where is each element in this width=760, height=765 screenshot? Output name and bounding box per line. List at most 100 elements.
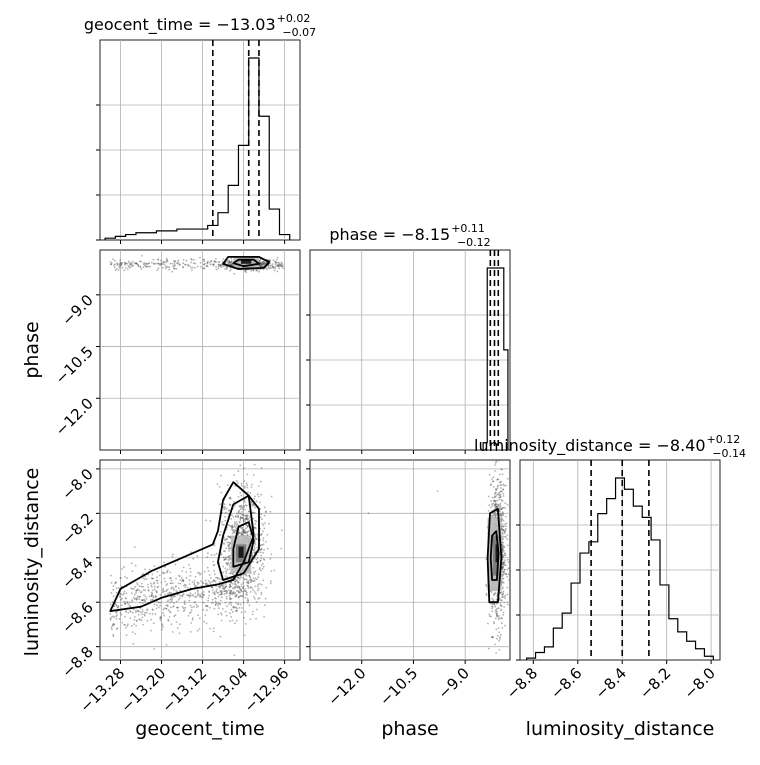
sample-point (135, 609, 137, 612)
sample-point (254, 570, 257, 573)
sample-point (239, 492, 242, 494)
sample-point (129, 617, 132, 619)
sample-point (112, 635, 115, 638)
contour-phase-vs-luminosity-distance-1 (489, 530, 500, 581)
sample-point (493, 513, 496, 516)
sample-point (237, 580, 239, 583)
sample-point (241, 511, 243, 513)
sample-point (118, 263, 121, 266)
sample-point (502, 577, 505, 580)
sample-point (112, 622, 115, 625)
sample-point (498, 510, 501, 512)
sample-point (143, 594, 146, 596)
sample-point (123, 590, 126, 593)
panel-luminosity-distance-hist (519, 459, 721, 661)
sample-point (242, 519, 245, 521)
sample-point (154, 262, 157, 265)
sample-point (262, 263, 265, 265)
sample-point (191, 269, 193, 272)
sample-point (493, 512, 496, 515)
sample-point (178, 263, 181, 266)
sample-point (269, 510, 272, 513)
sample-point (194, 592, 197, 595)
sample-point (169, 610, 171, 613)
sample-point (253, 596, 255, 598)
sample-point (225, 570, 227, 573)
sample-point (242, 531, 245, 533)
sample-point (493, 496, 496, 499)
sample-point (191, 617, 194, 619)
sample-point (208, 591, 211, 593)
sample-point (156, 600, 158, 603)
sample-point (228, 564, 231, 567)
sample-point (177, 598, 180, 601)
sample-point (228, 535, 231, 538)
sample-point (155, 591, 158, 593)
contour-geocent-time-vs-phase-0 (222, 255, 271, 270)
sample-point (191, 594, 194, 596)
sample-point (235, 585, 238, 588)
sample-point (257, 589, 259, 592)
sample-point (277, 261, 280, 264)
sample-point (489, 615, 491, 617)
sample-point (491, 478, 493, 480)
sample-point (501, 570, 504, 573)
sample-point (257, 587, 260, 590)
sample-point (139, 595, 141, 598)
sample-point (246, 597, 249, 600)
sample-point (173, 260, 175, 263)
sample-point (249, 492, 252, 494)
sample-point (269, 262, 271, 265)
sample-point (248, 575, 251, 578)
sample-point (181, 580, 183, 582)
sample-point (214, 593, 216, 596)
sample-point (234, 578, 237, 581)
sample-point (263, 549, 265, 551)
sample-point (262, 579, 265, 582)
sample-point (193, 582, 196, 584)
sample-point (501, 544, 504, 546)
sample-point (227, 559, 230, 561)
sample-point (228, 558, 231, 561)
sample-point (155, 591, 158, 594)
sample-point (174, 614, 177, 617)
sample-point (495, 489, 497, 492)
sample-point (497, 627, 500, 629)
sample-point (242, 534, 244, 536)
sample-point (258, 583, 261, 585)
sample-point (194, 595, 197, 598)
sample-point (223, 505, 226, 508)
sample-point (115, 627, 118, 630)
sample-point (207, 597, 210, 599)
sample-point (235, 527, 238, 530)
sample-point (133, 593, 136, 596)
grid-1-1 (310, 250, 510, 450)
sample-point (252, 503, 255, 506)
sample-point (119, 612, 122, 614)
sample-point (233, 654, 236, 657)
sample-point (228, 594, 231, 597)
sample-point (188, 596, 191, 598)
sample-point (277, 265, 279, 268)
sample-point (195, 603, 198, 606)
sample-point (110, 574, 112, 577)
sample-point (499, 514, 502, 517)
sample-point (209, 581, 212, 584)
sample-point (500, 468, 503, 471)
sample-point (271, 263, 274, 266)
sample-point (242, 504, 245, 507)
sample-point (212, 592, 215, 594)
sample-point (500, 514, 503, 517)
sample-point (219, 265, 222, 267)
sample-point (117, 605, 120, 607)
sample-point (503, 554, 506, 557)
sample-point (260, 569, 262, 572)
sample-point (150, 577, 153, 580)
sample-point (112, 595, 115, 598)
sample-point (195, 585, 198, 588)
sample-point (494, 643, 496, 646)
sample-point (132, 264, 135, 267)
sample-point (123, 602, 126, 605)
sample-point (225, 572, 228, 574)
sample-point (115, 587, 118, 590)
